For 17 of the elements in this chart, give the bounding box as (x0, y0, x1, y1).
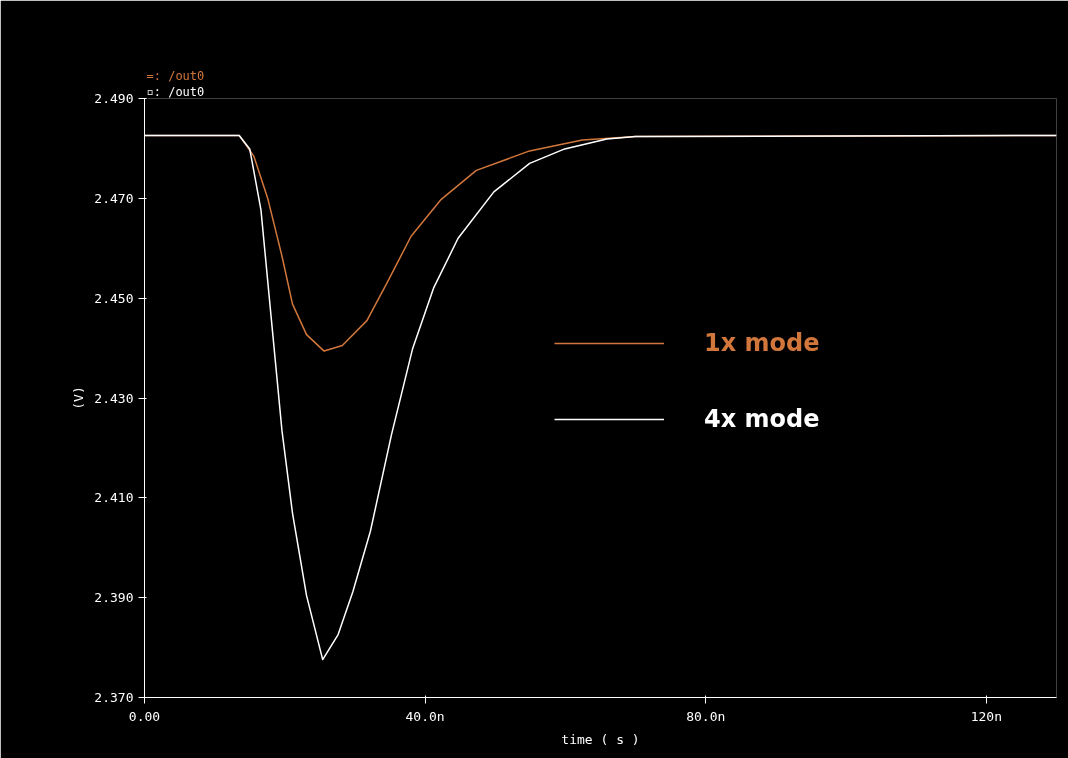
y-tick-label: 2.410 (94, 490, 134, 506)
y-tick-label: 2.370 (94, 690, 134, 705)
text: =: /out0 (146, 68, 205, 83)
y-tick-label: 2.430 (94, 390, 134, 406)
text: ▫: /out0 (146, 84, 205, 99)
y-tick-label: 2.470 (94, 190, 134, 206)
x-tick-label: 40.0n (405, 708, 445, 724)
x-tick-label: 120n (970, 708, 1003, 724)
legend-label: 4x mode (704, 405, 820, 433)
y-tick-label: 2.490 (94, 91, 134, 106)
x-tick-label: 80.0n (686, 708, 726, 724)
x-axis-title: time ( s ) (561, 731, 640, 747)
y-tick-label: 2.390 (94, 590, 134, 606)
y-tick-label: 2.450 (94, 290, 134, 306)
legend-label: 1x mode (704, 329, 820, 357)
x-tick-label: 0.00 (128, 708, 161, 724)
y-axis-title: (V) (71, 386, 87, 410)
